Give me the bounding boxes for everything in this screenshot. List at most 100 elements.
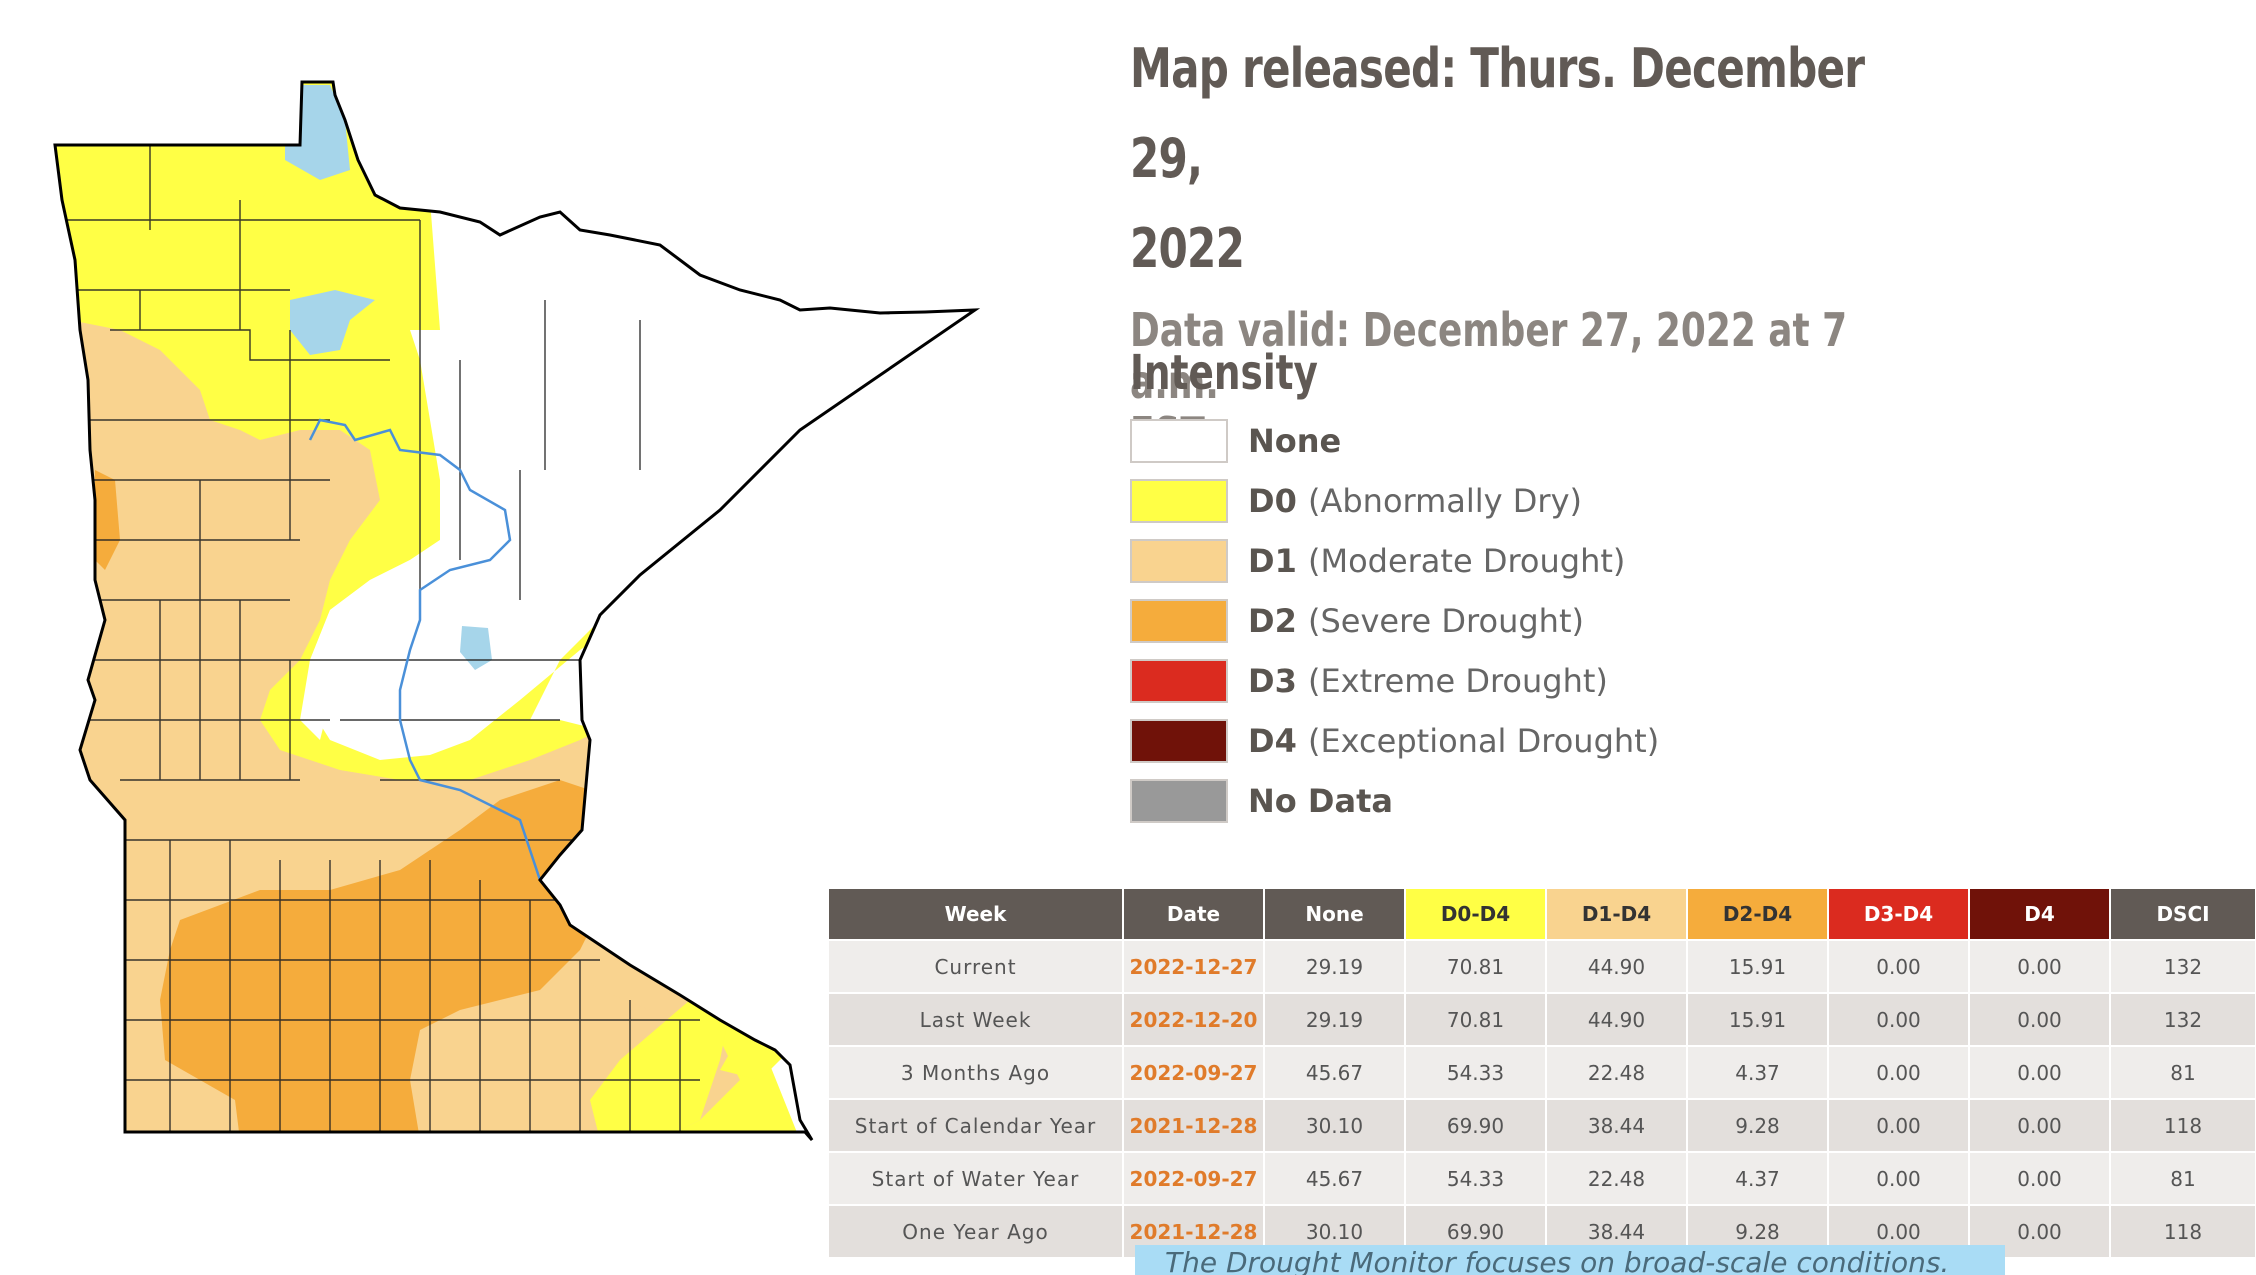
legend-text: (Abnormally Dry) [1307,482,1582,520]
legend-swatch [1130,779,1228,823]
legend-text: (Moderate Drought) [1307,542,1626,580]
table-cell: 29.19 [1264,992,1406,1046]
table-row: Last Week 2022-12-20 29.19 70.81 44.90 15.91 0… [829,992,2256,1046]
table-cell: 0.00 [1969,939,2111,993]
table-cell: 0.00 [1828,1151,1970,1205]
table-cell: 54.33 [1405,1045,1547,1099]
table-row: 3 Months Ago 2022-09-27 45.67 54.33 22.48 4.3… [829,1045,2256,1099]
table-body: Current 2022-12-27 29.19 70.81 44.90 15.91 0.0… [829,939,2256,1257]
table-cell: 118 [2110,1204,2256,1257]
table-cell: 118 [2110,1098,2256,1152]
legend-code: D4 [1248,722,1308,760]
legend-text: (Exceptional Drought) [1307,722,1660,760]
table-cell: 2022-09-27 [1123,1151,1265,1205]
legend-items: None D0 (Abnormally Dry) D1 (Moderate Drou… [1130,411,1659,831]
legend-text: (Extreme Drought) [1307,662,1608,700]
table-cell: 30.10 [1264,1098,1406,1152]
table-cell: 44.90 [1546,939,1688,993]
legend-swatch [1130,479,1228,523]
legend-swatch [1130,599,1228,643]
legend-code: D2 [1248,602,1308,640]
legend-label: No Data [1248,782,1393,820]
column-header: Week [829,889,1124,940]
table-cell: 38.44 [1546,1098,1688,1152]
column-header: D1-D4 [1546,889,1688,940]
table-cell: 2022-12-20 [1123,992,1265,1046]
table-cell: 70.81 [1405,992,1547,1046]
legend-item: D2 (Severe Drought) [1130,591,1659,651]
table-cell: 54.33 [1405,1151,1547,1205]
legend-label: D2 (Severe Drought) [1248,602,1584,640]
table-cell: 69.90 [1405,1098,1547,1152]
table-cell: 22.48 [1546,1151,1688,1205]
legend-item: No Data [1130,771,1659,831]
drought-monitor-note: The Drought Monitor focuses on broad-sca… [1135,1245,2005,1275]
legend-swatch [1130,539,1228,583]
legend-item: D1 (Moderate Drought) [1130,531,1659,591]
table-cell: Last Week [829,992,1124,1046]
legend-label: D3 (Extreme Drought) [1248,662,1608,700]
table-cell: 81 [2110,1045,2256,1099]
table-cell: 44.90 [1546,992,1688,1046]
legend-code: D0 [1248,482,1308,520]
legend-item: None [1130,411,1659,471]
table-cell: 0.00 [1828,1098,1970,1152]
column-header: Date [1123,889,1265,940]
legend-code: D1 [1248,542,1308,580]
table-cell: Start of Calendar Year [829,1098,1124,1152]
legend-code: D3 [1248,662,1308,700]
table-cell: 4.37 [1687,1045,1829,1099]
table-cell: 45.67 [1264,1151,1406,1205]
column-header: None [1264,889,1406,940]
statistics-table: Week Date None D0-D4 D1-D4 D2-D4 D3-D4 D4 DSCI C… [829,889,2256,1257]
table-cell: 0.00 [1969,1045,2111,1099]
legend-swatch [1130,419,1228,463]
table-cell: 2021-12-28 [1123,1098,1265,1152]
table-cell: 22.48 [1546,1045,1688,1099]
legend-item: D0 (Abnormally Dry) [1130,471,1659,531]
legend-text: (Severe Drought) [1307,602,1584,640]
column-header: D2-D4 [1687,889,1829,940]
map-released-title: Map released: Thurs. December 29, 2022 [1130,24,1910,294]
legend-title: Intensity [1130,345,1318,401]
legend-item: D3 (Extreme Drought) [1130,651,1659,711]
table-cell: 0.00 [1969,1204,2111,1257]
table-row: Start of Calendar Year 2021-12-28 30.10 69.… [829,1098,2256,1152]
legend-label: D4 (Exceptional Drought) [1248,722,1659,760]
table-cell: 2022-12-27 [1123,939,1265,993]
table-cell: 0.00 [1969,992,2111,1046]
column-header: D4 [1969,889,2111,940]
legend-swatch [1130,719,1228,763]
legend-label: None [1248,422,1341,460]
legend-label: D0 (Abnormally Dry) [1248,482,1582,520]
table-cell: 0.00 [1828,992,1970,1046]
drought-map [53,80,977,1142]
table-cell: 4.37 [1687,1151,1829,1205]
table-cell: Start of Water Year [829,1151,1124,1205]
released-line-2: 2022 [1130,217,1245,280]
table-cell: 132 [2110,939,2256,993]
column-header: D3-D4 [1828,889,1970,940]
table-cell: 45.67 [1264,1045,1406,1099]
table-row: Current 2022-12-27 29.19 70.81 44.90 15.91 0.0… [829,939,2256,993]
table-cell: 81 [2110,1151,2256,1205]
intensity-legend: Intensity None D0 (Abnormally Dry) D1 (Mod… [1130,345,1659,831]
table-row: Start of Water Year 2022-09-27 45.67 54.33 2… [829,1151,2256,1205]
table-cell: Current [829,939,1124,993]
table-header-row: Week Date None D0-D4 D1-D4 D2-D4 D3-D4 D4 DSCI [829,889,2256,940]
legend-label: D1 (Moderate Drought) [1248,542,1625,580]
table-cell: 15.91 [1687,992,1829,1046]
table-cell: 9.28 [1687,1098,1829,1152]
table-cell: 0.00 [1969,1151,2111,1205]
table-cell: 0.00 [1828,1045,1970,1099]
table-cell: 0.00 [1828,939,1970,993]
table-cell: 3 Months Ago [829,1045,1124,1099]
valid-line-1: Data valid: December 27, 2022 at 7 a.m. [1130,303,1848,409]
table-cell: 70.81 [1405,939,1547,993]
table-cell: 0.00 [1969,1098,2111,1152]
table-cell: One Year Ago [829,1204,1124,1257]
legend-text: No Data [1248,782,1393,820]
table-cell: 2022-09-27 [1123,1045,1265,1099]
table-cell: 29.19 [1264,939,1406,993]
column-header: D0-D4 [1405,889,1547,940]
